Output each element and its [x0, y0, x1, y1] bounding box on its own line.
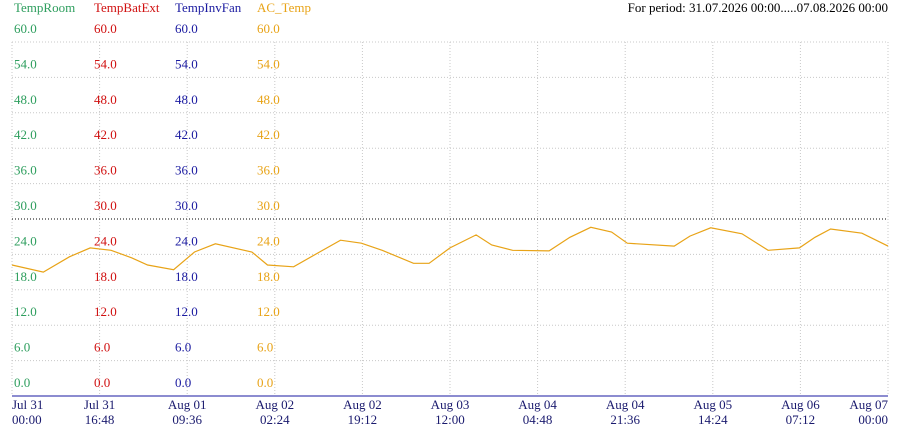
y-tick-label: 60.0 — [94, 21, 117, 36]
y-tick-label: 48.0 — [14, 92, 37, 107]
y-tick-label: 18.0 — [257, 269, 280, 284]
legend-entry: AC_Temp — [257, 0, 311, 15]
x-tick-label: Jul 31 16:48 — [83, 397, 116, 427]
y-tick-label: 6.0 — [257, 340, 273, 355]
y-tick-label: 24.0 — [257, 233, 280, 248]
y-tick-label: 54.0 — [94, 56, 117, 71]
y-tick-label: 42.0 — [14, 127, 37, 142]
y-tick-label: 0.0 — [257, 375, 273, 390]
y-tick-label: 12.0 — [94, 304, 117, 319]
y-tick-label: 42.0 — [94, 127, 117, 142]
x-tick-label: Aug 02 19:12 — [343, 397, 382, 427]
x-tick-label: Aug 04 21:36 — [605, 397, 645, 427]
y-tick-label: 42.0 — [257, 127, 280, 142]
x-tick-label: Aug 05 14:24 — [693, 397, 733, 427]
y-tick-label: 12.0 — [175, 304, 198, 319]
y-tick-label: 0.0 — [94, 375, 110, 390]
y-tick-label: 48.0 — [175, 92, 198, 107]
y-tick-label: 36.0 — [94, 163, 117, 178]
y-tick-label: 24.0 — [14, 233, 37, 248]
x-tick-label: Jul 31 00:00 — [12, 397, 44, 427]
y-tick-label: 54.0 — [175, 56, 198, 71]
y-tick-label: 18.0 — [94, 269, 117, 284]
y-tick-label: 30.0 — [14, 198, 37, 213]
legend-entry: TempInvFan — [175, 0, 242, 15]
x-tick-label: Aug 07 00:00 — [849, 397, 888, 427]
y-tick-label: 48.0 — [257, 92, 280, 107]
x-tick-label: Aug 02 02:24 — [255, 397, 295, 427]
y-tick-label: 30.0 — [257, 198, 280, 213]
x-tick-label: Aug 06 07:12 — [781, 397, 820, 427]
x-tick-label: Aug 04 04:48 — [518, 397, 557, 427]
y-tick-label: 60.0 — [175, 21, 198, 36]
y-tick-label: 6.0 — [94, 340, 110, 355]
y-tick-label: 42.0 — [175, 127, 198, 142]
y-tick-label: 30.0 — [175, 198, 198, 213]
y-tick-label: 36.0 — [175, 163, 198, 178]
y-tick-label: 12.0 — [257, 304, 280, 319]
chart-title: For period: 31.07.2026 00:00.....07.08.2… — [628, 0, 888, 15]
y-tick-label: 30.0 — [94, 198, 117, 213]
y-tick-label: 36.0 — [14, 163, 37, 178]
y-tick-label: 54.0 — [14, 56, 37, 71]
y-tick-label: 6.0 — [175, 340, 191, 355]
y-tick-label: 24.0 — [175, 233, 198, 248]
x-tick-label: Aug 03 12:00 — [430, 397, 470, 427]
legend-entry: TempRoom — [14, 0, 75, 15]
x-tick-label: Aug 01 09:36 — [167, 397, 207, 427]
data-line — [11, 226, 889, 273]
y-tick-label: 60.0 — [14, 21, 37, 36]
y-tick-label: 18.0 — [14, 269, 37, 284]
y-tick-label: 18.0 — [175, 269, 198, 284]
y-tick-label: 0.0 — [14, 375, 30, 390]
y-tick-label: 6.0 — [14, 340, 30, 355]
y-tick-label: 24.0 — [94, 233, 117, 248]
y-tick-label: 48.0 — [94, 92, 117, 107]
y-tick-label: 0.0 — [175, 375, 191, 390]
y-tick-label: 36.0 — [257, 163, 280, 178]
y-tick-label: 12.0 — [14, 304, 37, 319]
y-tick-label: 60.0 — [257, 21, 280, 36]
y-tick-label: 54.0 — [257, 56, 280, 71]
legend-entry: TempBatExt — [94, 0, 160, 15]
